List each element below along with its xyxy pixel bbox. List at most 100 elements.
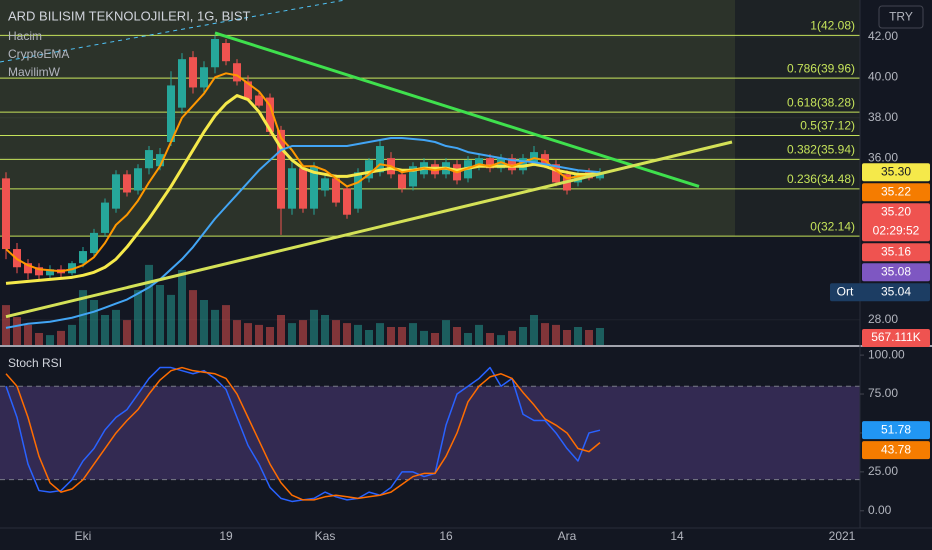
candle-body [552,164,560,183]
volume-bar [178,270,186,345]
stoch-pane [0,366,860,503]
volume-bar [563,330,571,345]
candle-body [156,154,164,167]
volume-bar [277,315,285,345]
indicator-line [5,94,601,285]
y-tick-label: 42.00 [868,29,898,43]
x-tick-label: Ara [558,529,577,543]
volume-bar [145,264,153,345]
indicator-line [5,72,601,273]
fib-zone-extension [735,0,860,237]
candle-body [321,178,329,191]
candle-body [167,85,175,142]
candle-body [35,267,43,276]
volume-bar [211,309,219,345]
value-tag-label: 43.78 [881,442,911,456]
candle-body [343,188,351,215]
volume-bar [530,315,538,345]
candle-body [332,178,340,203]
volume-bar [574,327,582,345]
volume-bar [343,323,351,345]
currency-button[interactable] [878,5,924,29]
x-tick-label: 16 [439,529,453,543]
price-tag-label: 35.30 [881,164,911,178]
price-tag-label: 35.04 [881,284,911,298]
candle-body [475,158,483,167]
candle-body [288,168,296,209]
volume-bar [90,300,98,345]
candle-body [112,174,120,209]
candle-body [145,150,153,169]
candle-body [244,81,252,100]
price-tag [862,163,930,182]
y-tick-label: 28.00 [868,312,898,326]
volume-bar [24,324,32,345]
trend-line [5,140,733,319]
value-tag [862,421,930,440]
volume-bar [464,333,472,345]
fib-label: 0.618(38.28) [787,95,855,109]
volume-bar [508,330,516,345]
candle-body [409,166,417,187]
x-tick-label: Kas [315,529,336,543]
candle-body [277,129,285,209]
volume-bar [266,327,274,345]
volume-bar [541,323,549,345]
volume-bar [321,315,329,345]
x-tick-label: 2021 [829,529,856,543]
candle-body [79,251,87,264]
candle-body [299,168,307,209]
candle-body [123,174,131,193]
indicator-name: CryptoEMA [8,47,69,61]
candle-body [266,97,274,132]
volume-bar [288,323,296,345]
x-tick-label: 19 [219,529,233,543]
volume-bar [497,335,505,345]
volume-bar [398,327,406,345]
indicator-line [5,136,601,329]
y-tick-label: 40.00 [868,70,898,84]
volume-bar [134,290,142,345]
volume-bar [2,305,10,345]
fib-label: 0.786(39.96) [787,61,855,75]
fib-label: 0.5(37.12) [800,119,855,133]
volume-bar [156,285,164,345]
candle-body [398,174,406,189]
band-fill [0,386,860,480]
volume-bar [57,330,65,345]
y-tick-label: 36.00 [868,150,898,164]
price-tag-label: 35.08 [881,264,911,278]
candle-body [354,172,362,209]
volume-bar [420,330,428,345]
volume-bar [453,327,461,345]
volume-bar [189,290,197,345]
price-tag-label: 35.16 [881,244,911,258]
volume-bar [585,330,593,345]
candle-body [508,158,516,171]
volume-bar [519,327,527,345]
countdown: 02:29:52 [873,223,920,237]
indicator-name: MavilimW [8,65,61,79]
trend-line [214,31,700,188]
value-tag-label: 51.78 [881,422,911,436]
currency[interactable]: TRY [889,10,913,24]
candle-body [486,158,494,169]
price-tag-label: 35.20 [881,204,911,218]
volume-bar [431,333,439,345]
fib-label: 0(32.14) [810,219,855,233]
candle-body [101,202,109,233]
candle-body [200,67,208,88]
volume-bar [475,324,483,345]
volume-bar [552,324,560,345]
candle-body [46,269,54,276]
volume-bar [486,333,494,345]
volume-bar [46,335,54,345]
volume-bar [376,323,384,345]
price-tag [862,183,930,202]
candle-body [134,168,142,191]
candle-body [255,95,263,106]
candle-body [211,38,219,68]
candle-body [178,59,186,108]
